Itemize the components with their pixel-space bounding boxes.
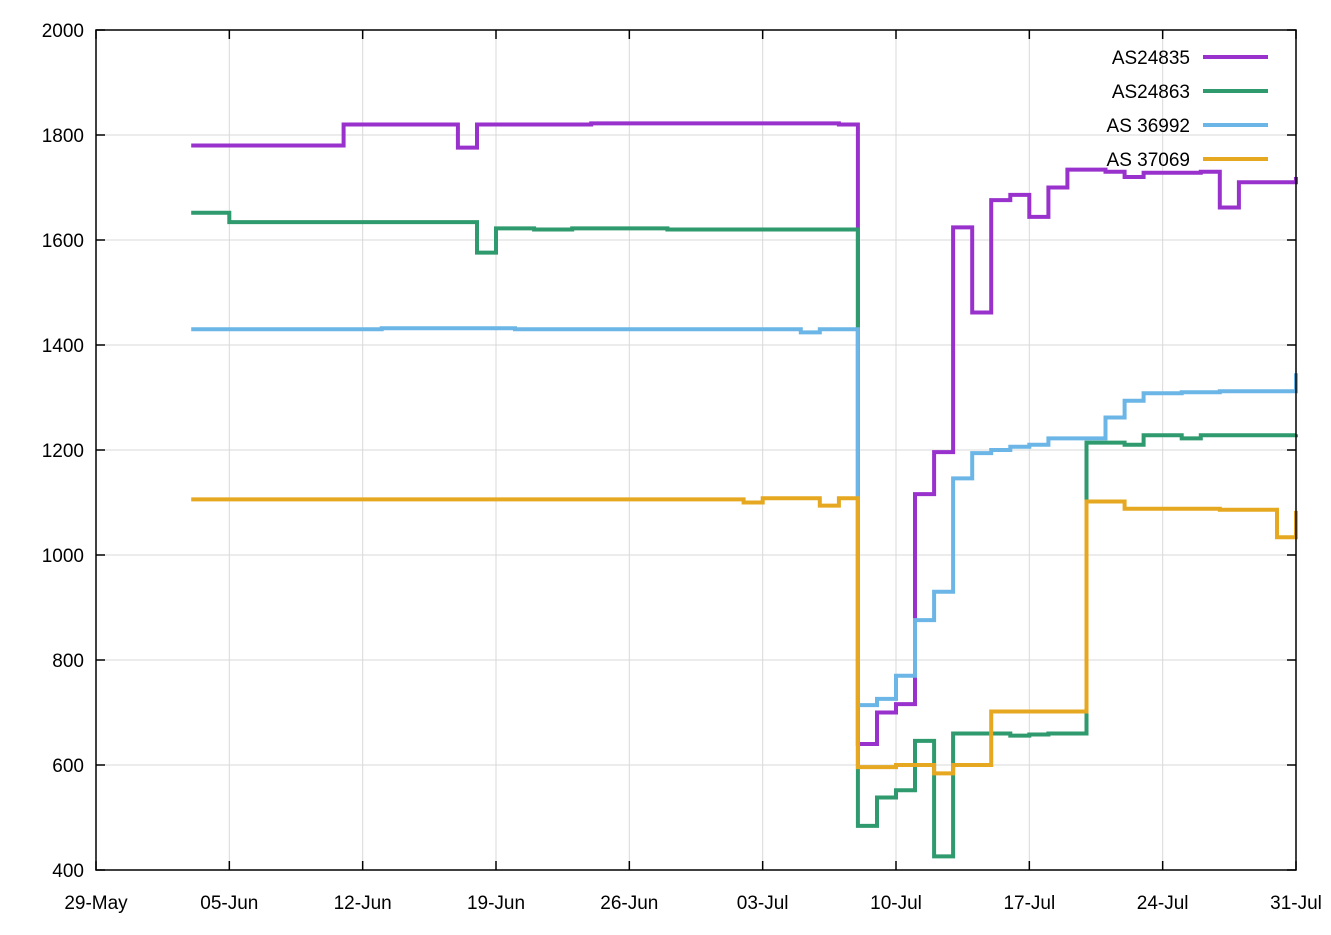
y-tick-label: 1200 xyxy=(42,441,84,462)
x-tick-label: 24-Jul xyxy=(1137,893,1189,914)
y-tick-label: 800 xyxy=(52,651,84,672)
y-tick-label: 1800 xyxy=(42,126,84,147)
x-tick-label: 29-May xyxy=(64,893,128,914)
x-tick-label: 10-Jul xyxy=(870,893,922,914)
x-tick-label: 19-Jun xyxy=(467,893,525,914)
legend-label: AS 37069 xyxy=(1107,150,1190,171)
y-tick-label: 1600 xyxy=(42,231,84,252)
legend: AS24835 AS24863 AS 36992 AS 37069 xyxy=(1107,48,1268,171)
axis-ticks: 400 600 800 1000 1200 1400 1600 1800 2000 29-May 0… xyxy=(42,21,1322,914)
x-tick-label: 12-Jun xyxy=(334,893,392,914)
x-tick-label: 31-Jul xyxy=(1270,893,1322,914)
y-tick-label: 1400 xyxy=(42,336,84,357)
y-tick-label: 1000 xyxy=(42,546,84,567)
legend-label: AS24863 xyxy=(1112,82,1190,103)
legend-label: AS24835 xyxy=(1112,48,1190,69)
x-tick-label: 05-Jun xyxy=(200,893,258,914)
x-tick-label: 26-Jun xyxy=(600,893,658,914)
series-group xyxy=(191,121,1298,859)
x-tick-label: 03-Jul xyxy=(737,893,789,914)
series-line-as37069 xyxy=(191,496,1298,776)
grid xyxy=(96,30,1296,870)
series-line-as36992 xyxy=(191,326,1298,708)
series-line-as24835 xyxy=(191,121,1298,746)
series-line-as24863 xyxy=(191,210,1298,859)
y-tick-label: 400 xyxy=(52,861,84,882)
legend-label: AS 36992 xyxy=(1107,116,1190,137)
y-tick-label: 2000 xyxy=(42,21,84,42)
x-tick-label: 17-Jul xyxy=(1003,893,1055,914)
y-tick-label: 600 xyxy=(52,756,84,777)
